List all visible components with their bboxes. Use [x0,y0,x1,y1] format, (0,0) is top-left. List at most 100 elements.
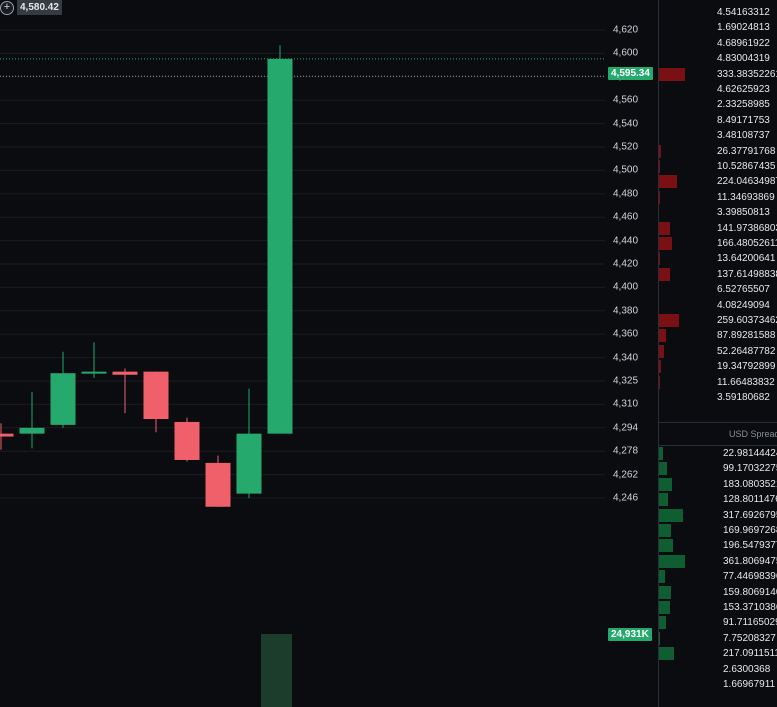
ask-row[interactable]: 4.68961922 [659,36,777,51]
price-tick-label: 4,278 [613,445,639,457]
ask-row[interactable]: 224.04634987 [659,174,777,189]
candle-up[interactable] [50,373,76,425]
crosshair-price: 4,580.42 [17,0,62,15]
bid-amount: 22.98144424 [723,448,777,459]
ask-depth-bar [659,221,670,235]
ask-row[interactable]: 11.66483832 [659,375,777,390]
bid-row[interactable]: 91.71165029 [659,615,777,630]
bid-row[interactable]: 22.98144424 [659,446,777,461]
ask-amount: 333.38352261 [717,68,777,80]
bid-depth-bar [659,477,672,491]
panel-divider[interactable] [658,0,659,707]
orderbook: 4.54163312 1.69024813 4.68961922 4.83004319… [659,0,777,707]
ask-amount: 259.60373462 [717,315,777,326]
spread-label: USD Spread [729,429,777,439]
ask-amount: 4.68961922 [717,37,770,49]
price-tick-label: 4,246 [613,492,639,504]
price-chart[interactable] [0,0,658,707]
bid-depth-bar [659,585,671,599]
price-tick-label: 4,420 [613,258,639,270]
ask-row[interactable]: 26.37791768 [659,144,777,159]
price-tick-label: 4,460 [613,211,639,223]
chart-pane[interactable]: 4,6204,6004,5804,5604,5404,5204,5004,480… [0,0,658,707]
price-tick-label: 4,325 [613,375,639,387]
ask-depth-bar [659,267,670,281]
ask-amount: 2.33258985 [717,99,770,111]
ask-row[interactable]: 4.62625923 [659,82,777,97]
price-tick-label: 4,294 [613,422,639,434]
price-tick-label: 4,262 [613,469,639,481]
candle-down[interactable] [0,433,14,437]
candle-up[interactable] [267,58,293,434]
ask-row[interactable]: 52.26487782 [659,344,777,359]
candle-down[interactable] [112,371,138,375]
candle-down[interactable] [174,421,200,460]
bid-depth-bar [659,631,661,645]
ask-row[interactable]: 87.89281588 [659,328,777,343]
candle-up[interactable] [236,433,262,494]
bid-row[interactable]: 77.44698396 [659,569,777,584]
crosshair-price-tag: + 4,580.42 [0,0,658,15]
bid-amount: 217.09115119 [723,648,777,660]
ask-row[interactable]: 11.34693869 [659,190,777,205]
ask-row[interactable]: 3.48108737 [659,128,777,143]
bid-row[interactable]: 217.09115119 [659,646,777,661]
ask-row[interactable]: 141.97386803 [659,221,777,236]
bid-depth-bar [659,524,671,537]
candle-down[interactable] [205,462,231,507]
ask-amount: 52.26487782 [717,345,776,357]
ask-row[interactable]: 4.08249094 [659,298,777,313]
bid-row[interactable]: 159.80691404 [659,585,777,600]
ask-amount: 4.54163312 [717,7,770,18]
ask-row[interactable]: 4.54163312 [659,5,777,20]
ask-amount: 26.37791768 [717,145,776,157]
ask-row[interactable]: 6.52765507 [659,282,777,297]
bid-depth-bar [659,601,670,614]
ask-row[interactable]: 3.59180682 [659,390,777,405]
bid-row[interactable]: 169.96972685 [659,523,777,538]
candle-down[interactable] [143,371,169,420]
price-tick-label: 4,440 [613,235,639,247]
ask-row[interactable]: 8.49171753 [659,113,777,128]
ask-amount: 3.39850813 [717,207,770,219]
ask-row[interactable]: 1.69024813 [659,20,777,35]
price-tick-label: 4,400 [613,281,639,293]
bid-row[interactable]: 2.6300368 [659,662,777,677]
ask-amount: 166.48052611 [717,238,777,249]
ask-row[interactable]: 2.33258985 [659,97,777,112]
price-axis[interactable]: 4,6204,6004,5804,5604,5404,5204,5004,480… [605,0,658,707]
bid-amount: 128.80114769 [723,494,777,506]
bid-row[interactable]: 128.80114769 [659,492,777,507]
ask-row[interactable]: 19.34792899 [659,359,777,374]
bid-row[interactable]: 153.37103866 [659,600,777,615]
add-alert-plus-icon[interactable]: + [0,0,14,15]
ask-amount: 4.83004319 [717,53,770,65]
ask-amount: 6.52765507 [717,284,770,296]
ask-amount: 87.89281588 [717,330,776,342]
bid-row[interactable]: 317.6926795 [659,508,777,523]
volume-bar [261,634,292,707]
spread-row: USD Spread [659,422,777,446]
ask-row[interactable]: 4.83004319 [659,51,777,66]
ask-row[interactable]: 137.61498838 [659,267,777,282]
ask-amount: 224.04634987 [717,176,777,188]
bid-row[interactable]: 196.54793771 [659,538,777,553]
bid-depth-bar [659,539,674,553]
ask-row[interactable]: 3.39850813 [659,205,777,220]
bid-row[interactable]: 361.80694758 [659,554,777,569]
bid-amount: 169.96972685 [723,525,777,536]
ask-row[interactable]: 333.38352261 [659,67,777,82]
ask-row[interactable]: 13.64200641 [659,251,777,266]
ask-row[interactable]: 259.60373462 [659,313,777,328]
bid-row[interactable]: 99.17032275 [659,461,777,476]
candle-up[interactable] [19,427,45,434]
ask-row[interactable]: 10.52867435 [659,159,777,174]
ask-amount: 4.62625923 [717,84,770,95]
price-tick-label: 4,380 [613,305,639,317]
ask-row[interactable]: 166.48052611 [659,236,777,251]
candle-up[interactable] [81,371,107,374]
bid-row[interactable]: 1.66967911 [659,677,777,692]
bid-row[interactable]: 7.75208327 [659,631,777,646]
